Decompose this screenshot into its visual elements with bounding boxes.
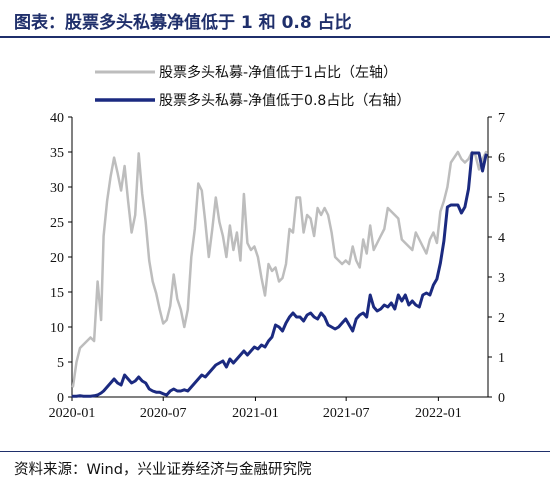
y-left-tick-label: 15 xyxy=(50,286,64,301)
y-left-tick-label: 0 xyxy=(57,391,64,406)
x-tick-label: 2020-07 xyxy=(140,406,187,421)
y-right-tick-label: 7 xyxy=(498,111,505,126)
y-left-tick-label: 20 xyxy=(50,251,64,266)
y-left-tick-label: 25 xyxy=(50,216,64,231)
y-right-tick-label: 6 xyxy=(498,151,505,166)
legend-label-1: 股票多头私募-净值低于1占比（左轴） xyxy=(159,64,397,81)
series-line-1 xyxy=(71,150,488,388)
axes: 0 5 10 15 20 25 30 35 40 0 1 2 3 4 5 6 7 2020-01 2020-07 20… xyxy=(49,111,505,421)
x-tick-label: 2020-01 xyxy=(49,406,96,421)
y-left-tick-label: 10 xyxy=(50,321,64,336)
source-note: 资料来源：Wind，兴业证券经济与金融研究院 xyxy=(14,462,312,478)
x-tick-label: 2021-01 xyxy=(232,406,279,421)
y-left-tick-label: 35 xyxy=(50,146,64,161)
y-right-tick-label: 4 xyxy=(498,231,505,246)
y-left-tick-label: 30 xyxy=(50,181,64,196)
series-layer xyxy=(71,150,488,398)
legend-label-2: 股票多头私募-净值低于0.8占比（右轴） xyxy=(159,92,410,109)
y-left-tick-label: 5 xyxy=(57,356,64,371)
series-line-2 xyxy=(71,151,488,398)
y-right-tick-label: 2 xyxy=(498,311,505,326)
x-tick-label: 2022-01 xyxy=(415,406,462,421)
y-right-tick-label: 5 xyxy=(498,191,505,206)
y-right-tick-label: 1 xyxy=(498,351,505,366)
figure-title: 图表：股票多头私募净值低于 1 和 0.8 占比 xyxy=(14,13,352,33)
y-right-tick-label: 0 xyxy=(498,391,505,406)
y-right-tick-label: 3 xyxy=(498,271,505,286)
y-left-tick-label: 40 xyxy=(50,111,64,126)
source-rule xyxy=(0,451,550,452)
title-rule xyxy=(0,36,550,38)
x-tick-label: 2021-07 xyxy=(323,406,370,421)
legend: 股票多头私募-净值低于1占比（左轴） 股票多头私募-净值低于0.8占比（右轴） xyxy=(95,64,410,109)
